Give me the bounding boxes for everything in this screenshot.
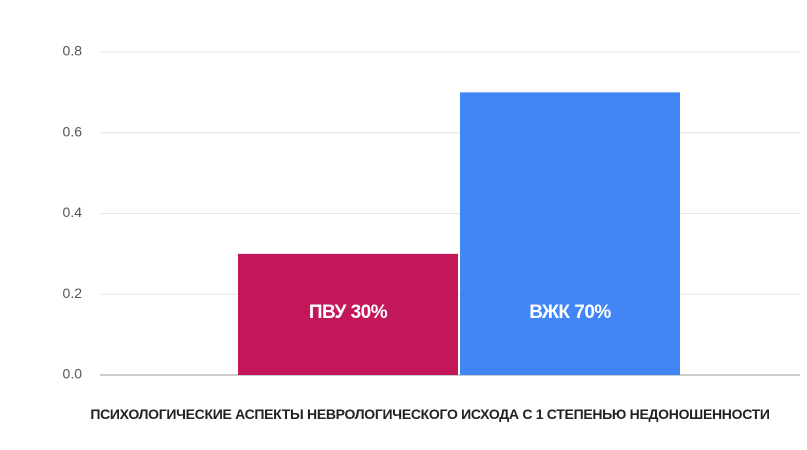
x-axis-label: ПСИХОЛОГИЧЕСКИЕ АСПЕКТЫ НЕВРОЛОГИЧЕСКОГО… <box>90 406 770 422</box>
y-tick-label: 0.2 <box>63 285 83 301</box>
value-label: ВЖК 70% <box>529 302 611 323</box>
value-label: ПВУ 30% <box>309 302 388 323</box>
y-tick-label: 0.6 <box>63 123 83 139</box>
bar <box>238 253 458 375</box>
y-tick-label: 0.8 <box>63 43 83 59</box>
y-tick-label: 0.4 <box>63 204 83 220</box>
y-tick-label: 0.0 <box>63 366 83 382</box>
bar <box>460 92 680 375</box>
